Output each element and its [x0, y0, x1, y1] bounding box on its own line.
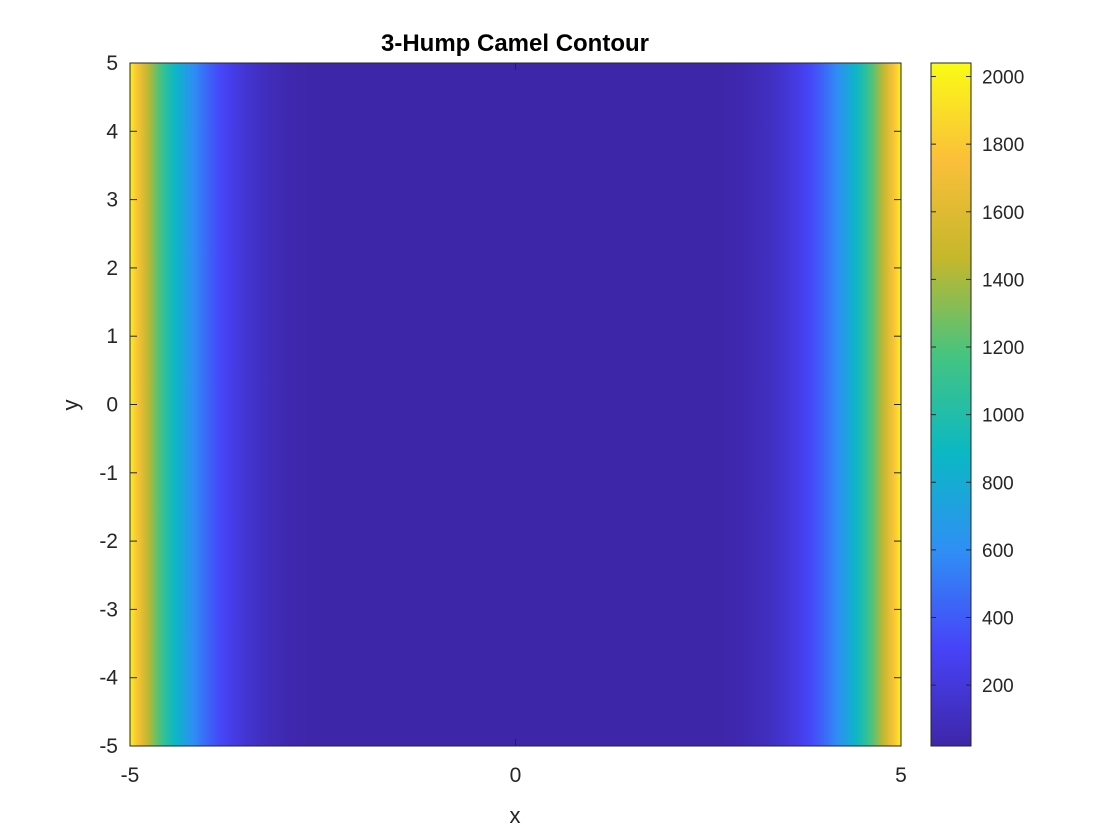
chart-title: 3-Hump Camel Contour — [381, 30, 649, 57]
plot-frame — [129, 62, 902, 747]
colorbar-tick-label: 1000 — [982, 406, 1024, 427]
colorbar-tick-label: 800 — [982, 473, 1014, 494]
colorbar-frame — [930, 62, 972, 747]
colorbar-tick-label: 2000 — [982, 68, 1024, 89]
y-tick-label: -5 — [99, 735, 118, 758]
y-tick-label: 5 — [106, 52, 118, 75]
y-tick-label: -3 — [99, 598, 118, 621]
colorbar-ticks: 200 400 600 800 1000 1200 1400 1600 1800 2000 — [931, 68, 1024, 697]
y-tick-label: 3 — [106, 189, 118, 212]
y-tick-label: 2 — [106, 257, 118, 280]
colorbar-tick-label: 1400 — [982, 270, 1024, 291]
colorbar-tick-label: 400 — [982, 609, 1014, 630]
y-tick-label: -1 — [99, 462, 118, 485]
x-tick-label: 0 — [510, 764, 522, 787]
colorbar-tick-label: 1600 — [982, 203, 1024, 224]
colorbar-tick-label: 1200 — [982, 338, 1024, 359]
y-tick-label: 4 — [106, 120, 118, 143]
y-tick-label: -2 — [99, 530, 118, 553]
colorbar — [931, 63, 971, 746]
y-tick-label: -4 — [99, 667, 118, 690]
x-tick-label: 5 — [895, 764, 907, 787]
y-tick-label: 1 — [106, 325, 118, 348]
colorbar-tick-label: 1800 — [982, 135, 1024, 156]
colorbar-tick-label: 600 — [982, 541, 1014, 562]
contour-field — [130, 63, 901, 746]
x-tick-label: -5 — [121, 764, 140, 787]
y-axis-label: y — [58, 400, 83, 411]
y-tick-label: 0 — [106, 394, 118, 417]
colorbar-tick-label: 200 — [982, 676, 1014, 697]
x-axis-label: x — [510, 803, 521, 828]
y-ticks: 5 4 3 2 1 0 -1 -2 -3 -4 -5 — [99, 52, 901, 758]
